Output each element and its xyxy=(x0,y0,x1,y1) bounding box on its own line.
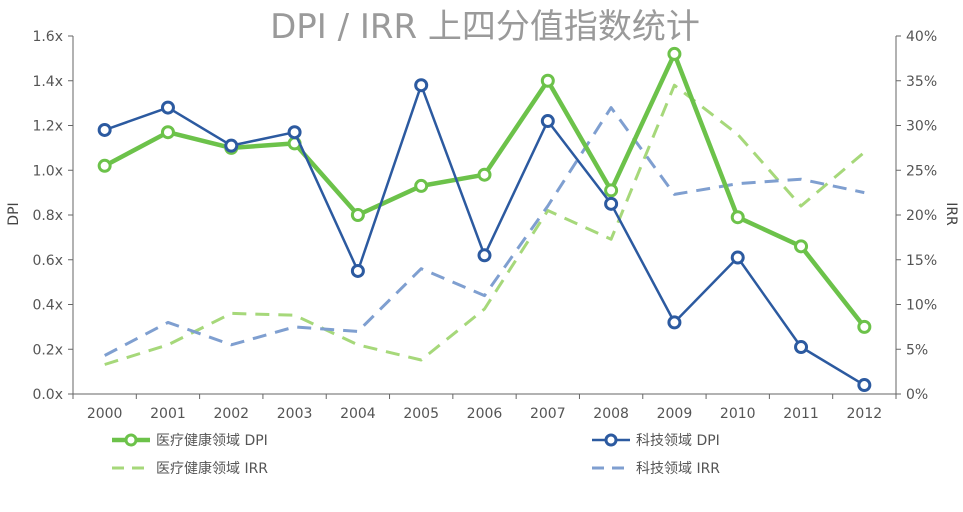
legend-swatch-marker xyxy=(124,433,138,447)
y-left-tick-label: 0.6x xyxy=(32,253,63,269)
legend-item: 科技领域 DPI xyxy=(592,433,720,449)
series-line xyxy=(103,51,867,329)
y-left-tick-label: 0.0x xyxy=(32,387,63,403)
x-tick-label: 2009 xyxy=(657,406,693,422)
y-right-tick-label: 25% xyxy=(906,163,937,179)
x-tick-label: 2006 xyxy=(467,406,503,422)
y-left-tick-label: 1.4x xyxy=(32,74,63,90)
legend-label: 医疗健康领域 IRR xyxy=(156,460,268,477)
x-tick-label: 2001 xyxy=(150,406,186,422)
data-point xyxy=(350,208,365,222)
y-right-tick-label: 40% xyxy=(906,29,937,45)
y-right-tick-label: 0% xyxy=(906,387,928,403)
data-point xyxy=(97,158,112,173)
x-tick-label: 2012 xyxy=(847,406,883,422)
data-point xyxy=(857,319,872,334)
y-right-tick-label: 5% xyxy=(906,342,928,358)
data-point xyxy=(794,239,809,254)
y-left-axis-label: DPI xyxy=(6,202,22,225)
data-point xyxy=(224,138,239,153)
series-1 xyxy=(97,78,872,393)
x-tick-label: 2011 xyxy=(783,406,819,422)
data-point xyxy=(540,114,555,129)
y-left-tick-label: 0.4x xyxy=(32,298,63,314)
series-layer xyxy=(97,46,872,393)
x-tick-label: 2010 xyxy=(720,406,756,422)
x-tick-label: 2008 xyxy=(593,406,629,422)
legend-item: 医疗健康领域 DPI xyxy=(112,432,268,449)
data-point xyxy=(414,178,429,193)
legend-label: 医疗健康领域 DPI xyxy=(156,432,268,449)
y-right-tick-label: 15% xyxy=(906,253,937,269)
legend-label: 科技领域 DPI xyxy=(636,433,720,449)
x-tick-label: 2000 xyxy=(87,406,123,422)
data-point xyxy=(160,125,175,140)
series-3 xyxy=(104,106,865,357)
data-point xyxy=(160,100,175,115)
y-left-tick-label: 1.0x xyxy=(32,163,63,179)
series-line xyxy=(104,83,866,366)
data-point xyxy=(730,210,745,225)
data-point xyxy=(794,340,809,355)
axes: 0.0x 0.2x 0.4x 0.6x 0.8x 1.0x 1.2x 1.4x 1.6x 0% 5%… xyxy=(32,29,937,422)
data-point xyxy=(604,196,619,211)
x-tick-label: 2004 xyxy=(340,406,376,422)
x-tick-label: 2003 xyxy=(277,406,313,422)
x-tick-label: 2005 xyxy=(403,406,439,422)
series-line xyxy=(104,106,865,357)
data-point xyxy=(350,263,365,278)
y-left-tick-label: 1.6x xyxy=(32,29,63,45)
data-point xyxy=(287,125,302,140)
series-2 xyxy=(104,83,866,366)
y-right-axis-label: IRR xyxy=(943,202,959,226)
data-point xyxy=(414,78,429,93)
data-point xyxy=(857,378,872,393)
legend-label: 科技领域 IRR xyxy=(636,461,720,477)
series-0 xyxy=(97,46,872,334)
data-point xyxy=(604,183,619,198)
data-point xyxy=(540,73,555,88)
legend-item: 医疗健康领域 IRR xyxy=(112,460,268,477)
y-left-tick-label: 1.2x xyxy=(32,119,63,135)
data-point xyxy=(667,315,682,330)
data-point xyxy=(477,248,492,263)
y-right-tick-label: 35% xyxy=(906,74,937,90)
y-left-tick-label: 0.8x xyxy=(32,208,63,224)
chart-title: DPI / IRR 上四分值指数统计 xyxy=(270,7,700,47)
x-tick-label: 2002 xyxy=(213,406,249,422)
legend-item: 科技领域 IRR xyxy=(592,461,720,477)
data-point xyxy=(730,250,745,265)
y-right-tick-label: 10% xyxy=(906,298,937,314)
y-right-tick-label: 30% xyxy=(906,119,937,135)
data-point xyxy=(97,122,112,137)
y-right-tick-label: 20% xyxy=(906,208,937,224)
data-point xyxy=(667,46,682,61)
x-tick-label: 2007 xyxy=(530,406,566,422)
legend: 医疗健康领域 DPI 科技领域 DPI 医疗健康领域 IRR 科技领域 IRR xyxy=(112,432,720,477)
legend-swatch-marker xyxy=(604,433,618,447)
y-left-tick-label: 0.2x xyxy=(32,342,63,358)
data-point xyxy=(477,167,492,182)
